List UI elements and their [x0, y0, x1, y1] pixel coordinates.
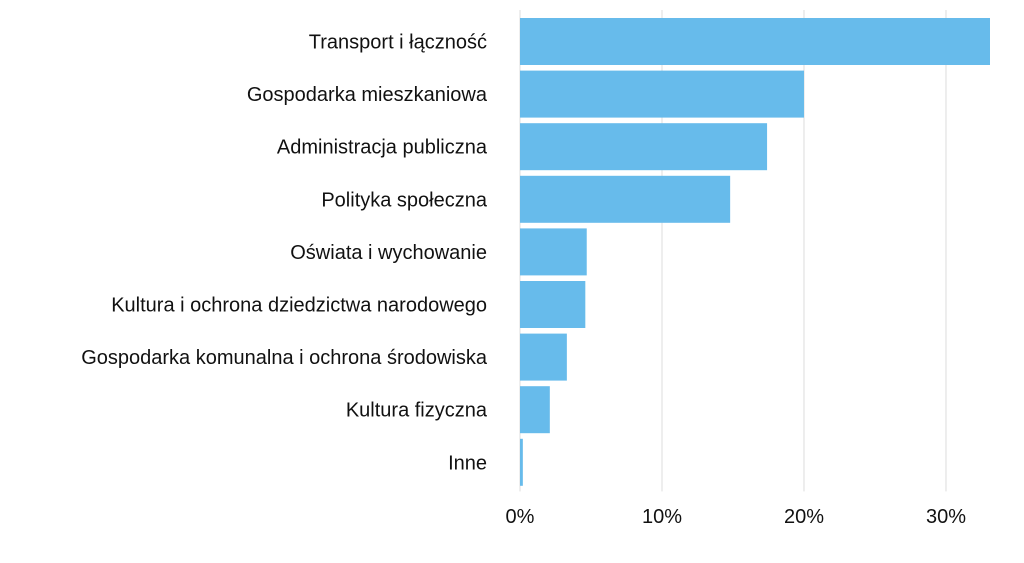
category-label: Kultura i ochrona dziedzictwa narodowego	[111, 295, 487, 317]
category-label: Inne	[448, 452, 487, 474]
category-label: Transport i łączność	[309, 32, 487, 54]
x-tick-label: 10%	[642, 506, 682, 528]
bar	[520, 123, 768, 171]
category-labels: Transport i łączność Gospodarka mieszkani…	[81, 32, 488, 475]
bar	[520, 70, 804, 118]
category-label: Gospodarka komunalna i ochrona środowisk…	[81, 347, 488, 369]
bar	[520, 228, 587, 276]
x-tick-labels: 0% 10% 20% 30%	[506, 506, 967, 528]
category-label: Polityka społeczna	[321, 189, 488, 211]
bar	[520, 281, 586, 328]
bar	[520, 18, 990, 65]
bar	[520, 386, 550, 434]
category-label: Gospodarka mieszkaniowa	[247, 84, 488, 106]
x-tick-label: 20%	[784, 506, 824, 528]
bar	[520, 438, 523, 486]
category-label: Administracja publiczna	[277, 137, 488, 159]
x-tick-label: 0%	[506, 506, 535, 528]
x-tick-label: 30%	[926, 506, 966, 528]
bar	[520, 175, 731, 223]
bars	[520, 18, 990, 486]
category-label: Kultura fizyczna	[346, 400, 488, 422]
category-label: Oświata i wychowanie	[290, 242, 487, 264]
bar	[520, 333, 567, 381]
